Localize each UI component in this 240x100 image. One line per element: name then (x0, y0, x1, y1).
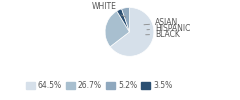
Text: HISPANIC: HISPANIC (147, 24, 191, 33)
Text: BLACK: BLACK (146, 30, 180, 39)
Text: WHITE: WHITE (92, 2, 126, 17)
Wedge shape (122, 8, 129, 32)
Wedge shape (110, 8, 154, 56)
Wedge shape (105, 11, 129, 47)
Legend: 64.5%, 26.7%, 5.2%, 3.5%: 64.5%, 26.7%, 5.2%, 3.5% (25, 81, 172, 90)
Text: ASIAN: ASIAN (144, 18, 178, 27)
Wedge shape (117, 9, 129, 32)
